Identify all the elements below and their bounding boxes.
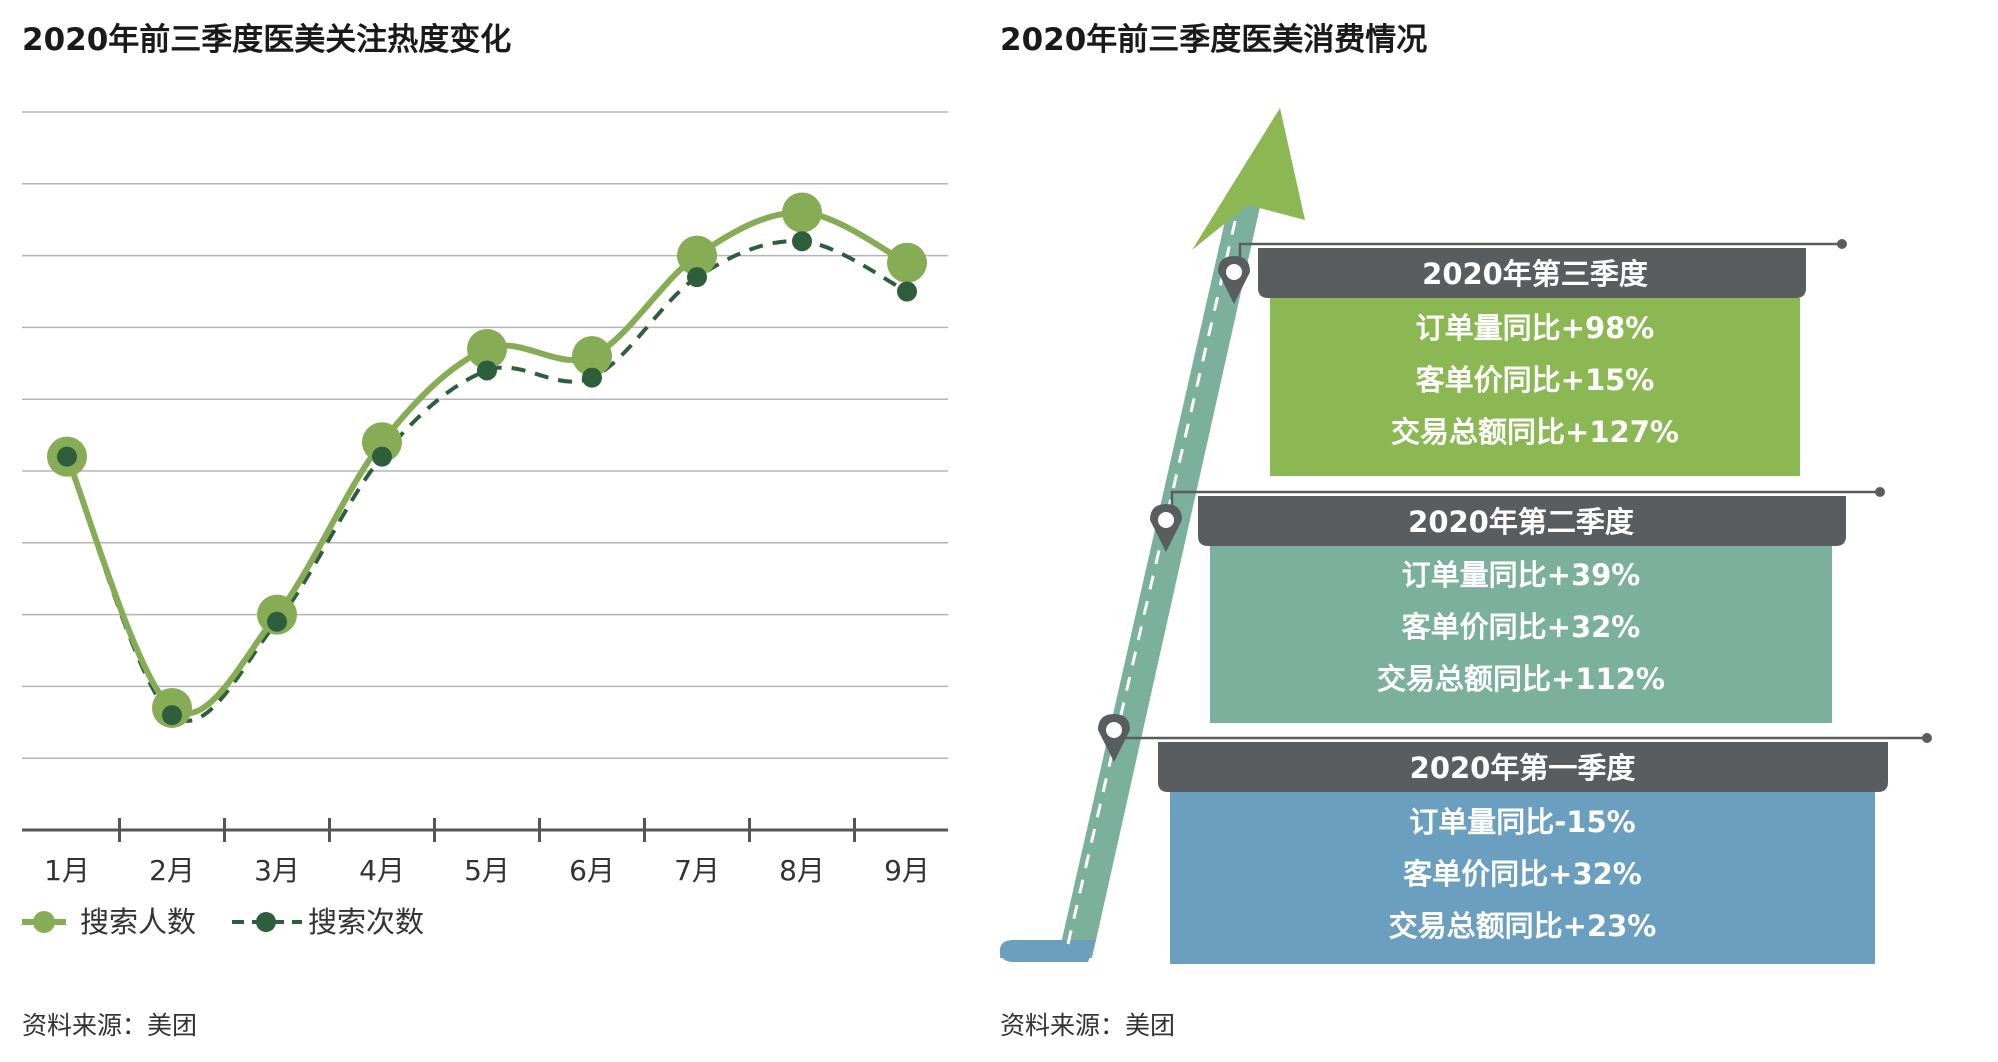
data-point-search-users — [362, 422, 402, 463]
data-point-search-count — [897, 281, 917, 302]
x-tick-label: 5月 — [464, 854, 510, 887]
stage-connector-dot — [1922, 733, 1932, 743]
stage-metric: 交易总额同比+23% — [1389, 909, 1657, 943]
stage-metric: 订单量同比+98% — [1416, 311, 1655, 345]
stage-header-bar — [1258, 248, 1806, 298]
stage-metric: 交易总额同比+127% — [1391, 415, 1679, 449]
chart-source: 资料来源：美团 — [22, 1011, 198, 1040]
x-tick-label: 1月 — [44, 854, 90, 887]
legend-marker-search-users — [33, 911, 55, 933]
x-tick-label: 3月 — [254, 854, 300, 887]
legend-marker-search-count — [256, 912, 276, 932]
data-point-search-count — [477, 360, 497, 381]
data-point-search-count — [162, 705, 182, 726]
stage-connector-line — [1118, 736, 1927, 740]
data-point-search-users — [887, 242, 927, 283]
growth-arrow-head — [1192, 108, 1305, 250]
location-pin-icon — [1150, 504, 1182, 552]
data-point-search-users — [782, 192, 822, 233]
stage-header-bar — [1158, 742, 1888, 792]
panel-title: 2020年前三季度医美消费情况 — [1000, 22, 1428, 58]
chart-title: 2020年前三季度医美关注热度变化 — [22, 22, 512, 58]
growth-road-base — [1000, 940, 1096, 962]
legend-label-search-users: 搜索人数 — [80, 905, 196, 939]
series-line-search-users — [64, 209, 909, 717]
stage-title: 2020年第二季度 — [1408, 505, 1634, 539]
data-point-search-count — [372, 446, 392, 467]
x-tick-label: 6月 — [569, 854, 615, 887]
x-tick-label: 9月 — [884, 854, 930, 887]
legend-label-search-count: 搜索次数 — [308, 905, 424, 939]
panel-source: 资料来源：美团 — [1000, 1011, 1176, 1040]
stage-connector-dot — [1875, 487, 1885, 497]
stage-metric: 客单价同比+15% — [1416, 363, 1655, 397]
stage-metrics-box — [1170, 792, 1875, 964]
stage-metric: 订单量同比+39% — [1402, 558, 1641, 592]
location-pin-icon — [1098, 714, 1130, 762]
stage-metric: 订单量同比-15% — [1409, 805, 1635, 839]
stage-title: 2020年第一季度 — [1410, 751, 1636, 785]
location-pin-icon — [1218, 256, 1250, 304]
road-center-dashes — [1066, 199, 1242, 945]
data-point-search-count — [792, 231, 812, 252]
data-point-search-users — [677, 235, 717, 276]
data-point-search-users — [572, 336, 612, 377]
stage-title: 2020年第三季度 — [1422, 257, 1648, 291]
data-point-search-users — [467, 328, 507, 369]
stage-metrics-box — [1270, 298, 1800, 476]
data-point-search-count — [57, 446, 77, 467]
stage-header-bar — [1198, 496, 1846, 546]
x-tick-label: 4月 — [359, 854, 405, 887]
data-point-search-count — [687, 267, 707, 288]
stage-metric: 交易总额同比+112% — [1377, 662, 1665, 696]
x-tick-label: 7月 — [674, 854, 720, 887]
series-line-search-count — [65, 239, 908, 723]
stage-metrics-box — [1210, 545, 1832, 723]
data-point-search-count — [267, 611, 287, 632]
x-tick-label: 2月 — [149, 854, 195, 887]
stage-metric: 客单价同比+32% — [1403, 857, 1642, 891]
stage-connector-dot — [1837, 239, 1847, 249]
data-point-search-count — [582, 367, 602, 388]
x-tick-label: 8月 — [779, 854, 825, 887]
stage-metric: 客单价同比+32% — [1402, 610, 1641, 644]
